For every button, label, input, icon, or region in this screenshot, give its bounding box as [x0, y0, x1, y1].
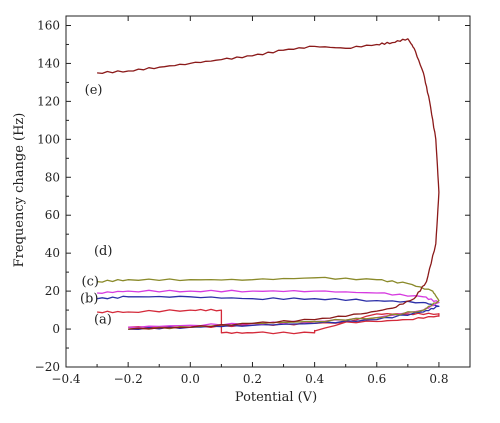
y-tick-label: 100: [37, 132, 60, 146]
curve-labels: (a) (b) (c) (d) (e): [80, 83, 112, 328]
series-layer: [96, 38, 440, 335]
curve-label-d: (d): [94, 244, 112, 259]
x-tick-label: 0.4: [305, 372, 324, 386]
series-line-b: [96, 295, 440, 331]
y-tick-label: 40: [45, 246, 60, 260]
x-tick-label: 0.6: [367, 372, 386, 386]
y-tick-label: −20: [35, 360, 60, 374]
curve-label-b: (b): [80, 291, 98, 306]
y-tick-label: 160: [37, 18, 60, 32]
plot-frame: [65, 15, 471, 368]
x-tick-label: −0.2: [114, 372, 143, 386]
y-tick-label: 20: [45, 284, 60, 298]
curve-label-e: (e): [85, 83, 103, 98]
axes: −0.4 −0.2 0.0 0.2 0.4 0.6 0.8 −20 0 20 40 60 80 100 12…: [35, 15, 471, 386]
x-tick-label: 0.8: [429, 372, 448, 386]
y-tick-label: 140: [37, 56, 60, 70]
series-line-d: [97, 276, 440, 330]
y-axis-label: Frequency change (Hz): [12, 113, 27, 268]
y-tick-label: 80: [45, 170, 60, 184]
y-tick-label: 60: [45, 208, 60, 222]
x-axis-label: Potential (V): [235, 390, 317, 405]
x-tick-label: 0.2: [243, 372, 262, 386]
curve-label-c: (c): [82, 274, 99, 289]
y-tick-label: 0: [52, 322, 60, 336]
x-tick-label: 0.0: [181, 372, 200, 386]
y-tick-label: 120: [37, 94, 60, 108]
series-line-a: [97, 308, 440, 335]
x-tick-label: −0.4: [51, 372, 81, 386]
curve-label-a: (a): [94, 312, 112, 327]
series-line-e: [97, 38, 440, 330]
